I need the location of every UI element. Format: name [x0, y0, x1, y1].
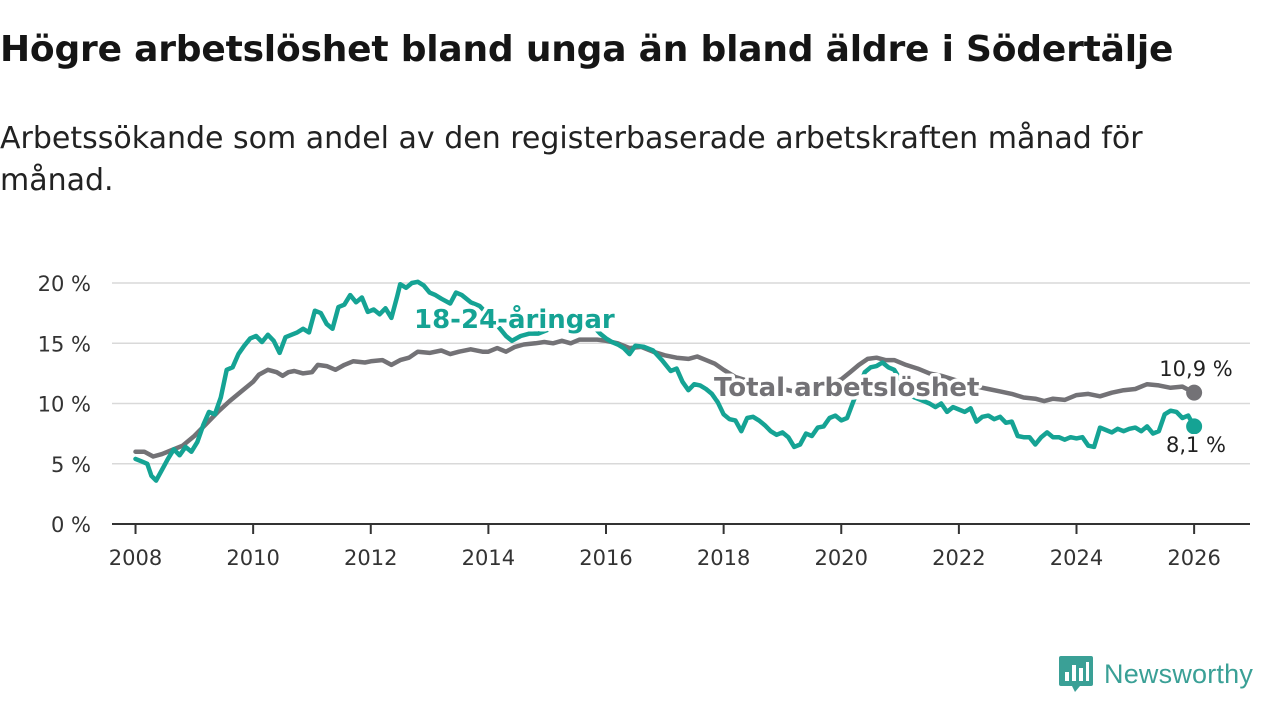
x-tick-label: 2012	[344, 546, 397, 570]
x-tick-label: 2008	[109, 546, 162, 570]
end-point-total	[1186, 384, 1203, 401]
y-tick-label: 15 %	[38, 332, 91, 356]
x-tick-label: 2016	[579, 546, 632, 570]
x-tick-label: 2024	[1050, 546, 1103, 570]
end-label-total: 10,9 %	[1159, 357, 1232, 381]
axes: 0 % 5 % 10 % 15 % 20 % 2008 2010 2012 2014 2016 20…	[38, 272, 1250, 570]
series-line-total	[133, 337, 1197, 459]
series-label-youth: 18-24-åringar	[414, 303, 615, 335]
end-point-youth	[1186, 418, 1203, 435]
y-tick-label: 10 %	[38, 393, 91, 417]
x-tick-label: 2014	[462, 546, 515, 570]
x-tick-label: 2020	[815, 546, 868, 570]
gridlines	[112, 282, 1250, 465]
chart-subtitle: Arbetssökande som andel av den registerb…	[0, 121, 1143, 198]
newsworthy-chart-icon	[1059, 656, 1093, 692]
series-labels: 18-24-åringar Total arbetslöshet 10,9 % 8,1…	[411, 300, 1236, 460]
series-line-youth	[133, 279, 1197, 483]
y-tick-label: 0 %	[51, 513, 91, 537]
chart-title: Högre arbetslöshet bland unga än bland ä…	[0, 29, 1174, 70]
x-tick-label: 2018	[697, 546, 750, 570]
newsworthy-logo: Newsworthy	[1058, 654, 1253, 694]
end-label-youth: 8,1 %	[1166, 433, 1226, 457]
x-tick-label: 2022	[932, 546, 985, 570]
y-tick-label: 5 %	[51, 453, 91, 477]
brand-name: Newsworthy	[1104, 658, 1254, 689]
x-tick-label: 2010	[226, 546, 279, 570]
line-chart: 0 % 5 % 10 % 15 % 20 % 2008 2010 2012 2014 2016 20…	[38, 272, 1250, 570]
y-tick-label: 20 %	[38, 272, 91, 296]
x-tick-label: 2026	[1167, 546, 1220, 570]
series-lines	[133, 279, 1203, 483]
series-label-total: Total arbetslöshet	[714, 373, 979, 403]
